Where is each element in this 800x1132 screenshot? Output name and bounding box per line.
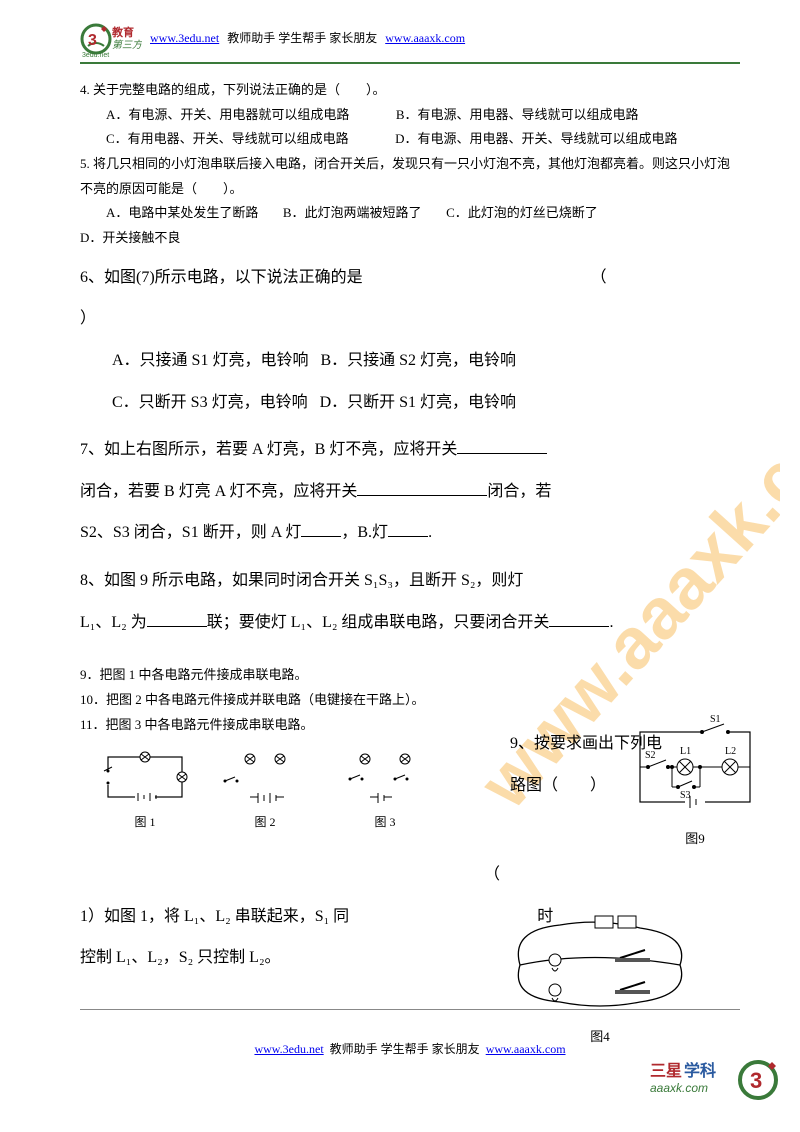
footer-link-1[interactable]: www.3edu.net bbox=[254, 1042, 323, 1056]
figure-2: 图 2 bbox=[220, 749, 310, 834]
q8-p2a: L₁、L₂ 为 bbox=[80, 614, 147, 631]
fig4-label: 图4 bbox=[500, 1027, 700, 1048]
svg-text:教育: 教育 bbox=[111, 25, 134, 39]
q5-opt-c: C．此灯泡的灯丝已烧断了 bbox=[446, 205, 598, 220]
q8-p2c: . bbox=[609, 614, 613, 631]
svg-text:L2: L2 bbox=[725, 746, 736, 757]
fig2-label: 图 2 bbox=[220, 811, 310, 834]
q5-opt-d: D．开关接触不良 bbox=[80, 226, 740, 251]
footer-mid: 教师助手 学生帮手 家长朋友 bbox=[330, 1042, 480, 1056]
svg-text:3: 3 bbox=[88, 32, 97, 49]
header-mid-text: 教师助手 学生帮手 家长朋友 bbox=[227, 29, 377, 48]
question-4: 4. 关于完整电路的组成，下列说法正确的是（ ）。 A．有电源、开关、用电器就可… bbox=[80, 78, 740, 152]
svg-text:三星: 三星 bbox=[650, 1062, 682, 1080]
q7-p3b: ，B.灯 bbox=[341, 524, 388, 541]
q7-p3c: . bbox=[428, 524, 432, 541]
svg-text:aaaxk.com: aaaxk.com bbox=[650, 1081, 708, 1095]
q7-p2a: 闭合，若要 B 灯亮 A 灯不亮，应将开关 bbox=[80, 483, 357, 500]
svg-text:3edu.net: 3edu.net bbox=[82, 52, 109, 58]
q4-opt-b: B．有电源、用电器、导线就可以组成电路 bbox=[396, 107, 639, 122]
header-link-1[interactable]: www.3edu.net bbox=[150, 29, 219, 48]
figure-9: S1 S2 L1 L2 S3 图9 bbox=[630, 712, 760, 850]
q11-text: 11．把图 3 中各电路元件接成串联电路。 bbox=[80, 713, 510, 738]
q4-opt-c: C．有用电器、开关、导线就可以组成电路 bbox=[106, 131, 349, 146]
header-rule bbox=[80, 62, 740, 64]
qb-line1a: 1）如图 1，将 L₁、L₂ 串联起来，S₁ 同 bbox=[80, 908, 349, 925]
svg-text:学科: 学科 bbox=[684, 1061, 716, 1080]
figure-row: 图 1 图 2 bbox=[100, 749, 510, 834]
header-link-2[interactable]: www.aaaxk.com bbox=[385, 29, 465, 48]
svg-text:3: 3 bbox=[750, 1068, 762, 1093]
svg-text:S2: S2 bbox=[645, 750, 656, 761]
question-5: 5. 将几只相同的小灯泡串联后接入电路，闭合开关后，发现只有一只小灯泡不亮，其他… bbox=[80, 152, 740, 251]
q6-opt-d: D．只断开 S1 灯亮，电铃响 bbox=[320, 394, 516, 411]
q7-p2b: 闭合，若 bbox=[487, 483, 551, 500]
footer-logo-icon: 三星 学科 aaaxk.com 3 bbox=[650, 1056, 780, 1112]
fig1-label: 图 1 bbox=[100, 811, 190, 834]
q6-opt-b: B．只接通 S2 灯亮，电铃响 bbox=[320, 352, 516, 369]
q8-p1: 8、如图 9 所示电路，如果同时闭合开关 S₁S₃，且断开 S₂，则灯 bbox=[80, 560, 740, 602]
q5-opt-a: A．电路中某处发生了断路 bbox=[106, 205, 258, 220]
question-7: 7、如上右图所示，若要 A 灯亮，B 灯不亮，应将开关 闭合，若要 B 灯亮 A… bbox=[80, 429, 740, 554]
q6-paren-close: ） bbox=[80, 298, 740, 340]
q6-opt-a: A．只接通 S1 灯亮，电铃响 bbox=[112, 352, 308, 369]
question-6: 6、如图(7)所示电路，以下说法正确的是 （ ） A．只接通 S1 灯亮，电铃响… bbox=[80, 257, 740, 423]
svg-text:第三方: 第三方 bbox=[112, 39, 142, 51]
q5-stem: 5. 将几只相同的小灯泡串联后接入电路，闭合开关后，发现只有一只小灯泡不亮，其他… bbox=[80, 152, 740, 201]
q4-opt-a: A．有电源、开关、用电器就可以组成电路 bbox=[106, 107, 349, 122]
q10-text: 10．把图 2 中各电路元件接成并联电路（电键接在干路上）。 bbox=[80, 688, 510, 713]
figure-4: 图4 bbox=[500, 910, 700, 1048]
q9-text: 9．把图 1 中各电路元件接成串联电路。 bbox=[80, 663, 510, 688]
q7-p3a: S2、S3 闭合，S1 断开，则 A 灯 bbox=[80, 524, 301, 541]
q6-paren-open: （ bbox=[591, 269, 607, 286]
fig3-label: 图 3 bbox=[340, 811, 430, 834]
q5-opt-b: B．此灯泡两端被短路了 bbox=[283, 205, 422, 220]
figure-3: 图 3 bbox=[340, 749, 430, 834]
q7-p1a: 7、如上右图所示，若要 A 灯亮，B 灯不亮，应将开关 bbox=[80, 441, 457, 458]
svg-text:L1: L1 bbox=[680, 746, 691, 757]
q4-stem: 4. 关于完整电路的组成，下列说法正确的是（ ）。 bbox=[80, 78, 740, 103]
header: 3 教育 第三方 3edu.net www.3edu.net 教师助手 学生帮手… bbox=[80, 20, 740, 58]
svg-text:S1: S1 bbox=[710, 714, 721, 725]
q6-opt-c: C．只断开 S3 灯亮，电铃响 bbox=[112, 394, 308, 411]
question-8: 8、如图 9 所示电路，如果同时闭合开关 S₁S₃，且断开 S₂，则灯 L₁、L… bbox=[80, 560, 740, 643]
fig9-label: 图9 bbox=[630, 829, 760, 850]
q6-stem: 6、如图(7)所示电路，以下说法正确的是 bbox=[80, 269, 363, 286]
q8-p2b: 联；要使灯 L₁、L₂ 组成串联电路，只要闭合开关 bbox=[207, 614, 550, 631]
logo-icon: 3 教育 第三方 3edu.net bbox=[80, 20, 142, 58]
figure-1: 图 1 bbox=[100, 749, 190, 834]
q4-opt-d: D．有电源、用电器、开关、导线就可以组成电路 bbox=[395, 131, 677, 146]
qb-paren: （ bbox=[484, 866, 500, 883]
svg-text:S3: S3 bbox=[680, 790, 691, 801]
